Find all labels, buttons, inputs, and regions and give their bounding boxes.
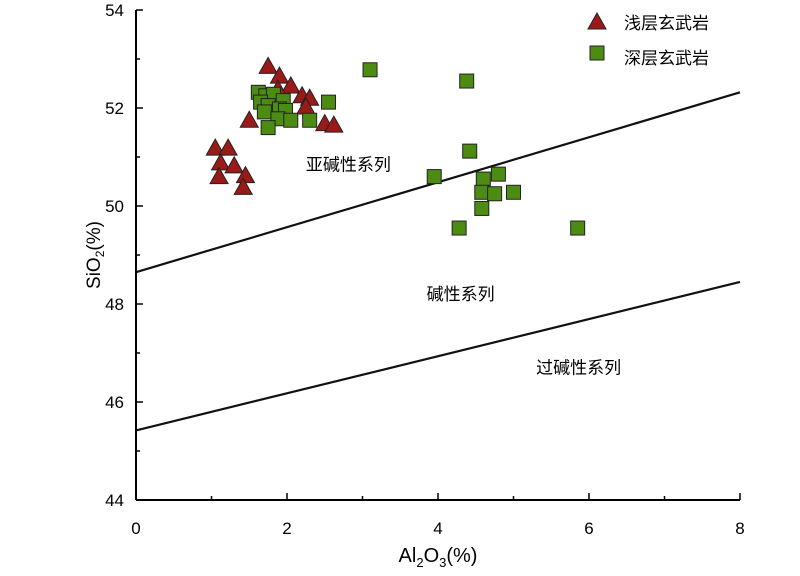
deep-basalt-point bbox=[459, 73, 475, 89]
y-tick-label: 50 bbox=[105, 197, 124, 216]
shallow-basalt-point bbox=[258, 56, 278, 74]
x-tick-label: 4 bbox=[433, 519, 442, 538]
deep-basalt-point bbox=[487, 186, 503, 202]
shallow-basalt-point bbox=[224, 155, 245, 174]
shallow-basalt-point bbox=[218, 138, 238, 156]
x-tick-label: 6 bbox=[584, 519, 593, 538]
deep-basalt-point bbox=[462, 143, 478, 159]
deep-basalt-point bbox=[474, 200, 490, 216]
legend-square-marker-icon bbox=[589, 45, 605, 61]
deep-basalt-point bbox=[283, 112, 299, 128]
deep-basalt-point bbox=[302, 112, 318, 128]
deep-basalt-point bbox=[451, 220, 467, 236]
shallow-basalt-point bbox=[210, 152, 231, 171]
shallow-basalt-point bbox=[233, 177, 254, 195]
x-tick-label: 0 bbox=[131, 519, 140, 538]
deep-basalt-point bbox=[475, 171, 491, 187]
x-tick-label: 8 bbox=[735, 519, 744, 538]
deep-basalt-point bbox=[570, 220, 586, 236]
y-tick-label: 46 bbox=[105, 393, 124, 412]
shallow-basalt-point bbox=[323, 115, 344, 133]
boundary-line-2 bbox=[135, 280, 741, 432]
legend-label-deep-basalt: 深层玄武岩 bbox=[624, 49, 709, 69]
y-tick-label: 52 bbox=[105, 99, 124, 118]
deep-basalt-point bbox=[474, 184, 490, 200]
deep-basalt-point bbox=[362, 62, 378, 78]
legend-triangle-marker-icon bbox=[587, 11, 607, 30]
deep-basalt-point bbox=[321, 94, 337, 110]
shallow-basalt-point bbox=[205, 138, 226, 156]
region-label-subalkaline: 亚碱性系列 bbox=[306, 155, 391, 175]
region-label-peralkaline: 过碱性系列 bbox=[536, 359, 621, 379]
region-label-alkaline: 碱性系列 bbox=[427, 285, 495, 305]
deep-basalt-point bbox=[260, 120, 276, 136]
x-axis-title: Al2O3(%) bbox=[399, 545, 478, 570]
shallow-basalt-point bbox=[280, 75, 301, 94]
legend: 浅层玄武岩 深层玄武岩 bbox=[587, 11, 709, 69]
y-tick-label: 48 bbox=[105, 295, 124, 314]
deep-basalt-point bbox=[490, 166, 506, 182]
shallow-basalt-point bbox=[209, 166, 229, 185]
deep-basalt-point bbox=[506, 184, 521, 200]
deep-basalt-point bbox=[426, 169, 442, 185]
x-tick-label: 2 bbox=[282, 519, 291, 538]
legend-label-shallow-basalt: 浅层玄武岩 bbox=[624, 14, 709, 34]
shallow-basalt-point bbox=[239, 110, 260, 128]
y-tick-label: 44 bbox=[105, 491, 124, 510]
y-axis-title: SiO2(%) bbox=[84, 221, 107, 289]
deep-basalt-point bbox=[256, 104, 272, 120]
y-tick-label: 54 bbox=[105, 1, 124, 20]
